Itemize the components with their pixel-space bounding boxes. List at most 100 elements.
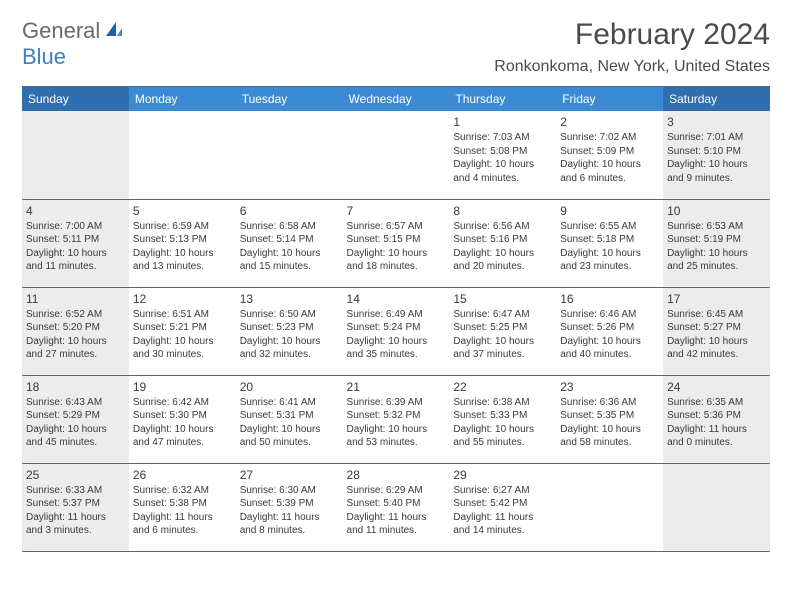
calendar-cell: 21Sunrise: 6:39 AMSunset: 5:32 PMDayligh…: [343, 375, 450, 463]
calendar-cell: 18Sunrise: 6:43 AMSunset: 5:29 PMDayligh…: [22, 375, 129, 463]
day-number: 21: [347, 380, 446, 394]
day-header: Wednesday: [343, 87, 450, 112]
sunrise-text: Sunrise: 6:59 AM: [133, 220, 232, 234]
day-header: Friday: [556, 87, 663, 112]
sunset-text: Sunset: 5:29 PM: [26, 409, 125, 423]
sunrise-text: Sunrise: 6:27 AM: [453, 484, 552, 498]
day-number: 15: [453, 292, 552, 306]
sunset-text: Sunset: 5:32 PM: [347, 409, 446, 423]
daylight-text: Daylight: 10 hours and 55 minutes.: [453, 423, 552, 450]
sunrise-text: Sunrise: 6:58 AM: [240, 220, 339, 234]
calendar-cell-empty: [556, 463, 663, 551]
calendar-table: SundayMondayTuesdayWednesdayThursdayFrid…: [22, 86, 770, 552]
day-number: 11: [26, 292, 125, 306]
daylight-text: Daylight: 10 hours and 27 minutes.: [26, 335, 125, 362]
daylight-text: Daylight: 10 hours and 13 minutes.: [133, 247, 232, 274]
calendar-cell-empty: [663, 463, 770, 551]
calendar-cell: 29Sunrise: 6:27 AMSunset: 5:42 PMDayligh…: [449, 463, 556, 551]
daylight-text: Daylight: 11 hours and 14 minutes.: [453, 511, 552, 538]
day-number: 12: [133, 292, 232, 306]
sunrise-text: Sunrise: 7:01 AM: [667, 131, 766, 145]
location-text: Ronkonkoma, New York, United States: [494, 58, 770, 76]
sunrise-text: Sunrise: 7:02 AM: [560, 131, 659, 145]
sunrise-text: Sunrise: 6:29 AM: [347, 484, 446, 498]
daylight-text: Daylight: 10 hours and 25 minutes.: [667, 247, 766, 274]
day-number: 3: [667, 115, 766, 129]
sunrise-text: Sunrise: 6:35 AM: [667, 396, 766, 410]
sunset-text: Sunset: 5:18 PM: [560, 233, 659, 247]
calendar-cell: 15Sunrise: 6:47 AMSunset: 5:25 PMDayligh…: [449, 287, 556, 375]
day-number: 20: [240, 380, 339, 394]
daylight-text: Daylight: 11 hours and 6 minutes.: [133, 511, 232, 538]
calendar-cell: 11Sunrise: 6:52 AMSunset: 5:20 PMDayligh…: [22, 287, 129, 375]
daylight-text: Daylight: 10 hours and 40 minutes.: [560, 335, 659, 362]
sunset-text: Sunset: 5:08 PM: [453, 145, 552, 159]
sunrise-text: Sunrise: 6:50 AM: [240, 308, 339, 322]
sunset-text: Sunset: 5:11 PM: [26, 233, 125, 247]
day-number: 17: [667, 292, 766, 306]
sunset-text: Sunset: 5:33 PM: [453, 409, 552, 423]
sunrise-text: Sunrise: 6:32 AM: [133, 484, 232, 498]
daylight-text: Daylight: 10 hours and 20 minutes.: [453, 247, 552, 274]
calendar-cell: 2Sunrise: 7:02 AMSunset: 5:09 PMDaylight…: [556, 111, 663, 199]
daylight-text: Daylight: 10 hours and 42 minutes.: [667, 335, 766, 362]
sunrise-text: Sunrise: 6:45 AM: [667, 308, 766, 322]
daylight-text: Daylight: 10 hours and 58 minutes.: [560, 423, 659, 450]
daylight-text: Daylight: 10 hours and 9 minutes.: [667, 158, 766, 185]
day-number: 22: [453, 380, 552, 394]
sunrise-text: Sunrise: 7:03 AM: [453, 131, 552, 145]
sunset-text: Sunset: 5:36 PM: [667, 409, 766, 423]
logo-text-general: General: [22, 18, 100, 44]
sunrise-text: Sunrise: 6:53 AM: [667, 220, 766, 234]
calendar-cell-empty: [129, 111, 236, 199]
daylight-text: Daylight: 10 hours and 11 minutes.: [26, 247, 125, 274]
day-number: 13: [240, 292, 339, 306]
sunset-text: Sunset: 5:10 PM: [667, 145, 766, 159]
day-header: Tuesday: [236, 87, 343, 112]
day-number: 9: [560, 204, 659, 218]
daylight-text: Daylight: 11 hours and 11 minutes.: [347, 511, 446, 538]
daylight-text: Daylight: 10 hours and 37 minutes.: [453, 335, 552, 362]
calendar-cell: 5Sunrise: 6:59 AMSunset: 5:13 PMDaylight…: [129, 199, 236, 287]
sunset-text: Sunset: 5:23 PM: [240, 321, 339, 335]
sunrise-text: Sunrise: 6:43 AM: [26, 396, 125, 410]
daylight-text: Daylight: 10 hours and 15 minutes.: [240, 247, 339, 274]
daylight-text: Daylight: 10 hours and 53 minutes.: [347, 423, 446, 450]
calendar-cell: 25Sunrise: 6:33 AMSunset: 5:37 PMDayligh…: [22, 463, 129, 551]
daylight-text: Daylight: 10 hours and 50 minutes.: [240, 423, 339, 450]
daylight-text: Daylight: 11 hours and 8 minutes.: [240, 511, 339, 538]
day-number: 10: [667, 204, 766, 218]
logo-sail-icon: [104, 20, 124, 43]
calendar-cell-empty: [22, 111, 129, 199]
sunset-text: Sunset: 5:19 PM: [667, 233, 766, 247]
sunset-text: Sunset: 5:42 PM: [453, 497, 552, 511]
day-number: 28: [347, 468, 446, 482]
sunrise-text: Sunrise: 6:36 AM: [560, 396, 659, 410]
month-title: February 2024: [494, 18, 770, 52]
calendar-cell: 28 Sunrise: 6:29 AMSunset: 5:40 PMDayligh…: [343, 463, 450, 551]
day-number: 6: [240, 204, 339, 218]
day-number: 14: [347, 292, 446, 306]
day-number: 16: [560, 292, 659, 306]
sunrise-text: Sunrise: 6:47 AM: [453, 308, 552, 322]
calendar-cell: 4Sunrise: 7:00 AMSunset: 5:11 PMDaylight…: [22, 199, 129, 287]
sunrise-text: Sunrise: 6:38 AM: [453, 396, 552, 410]
day-number: 25: [26, 468, 125, 482]
sunrise-text: Sunrise: 6:30 AM: [240, 484, 339, 498]
daylight-text: Daylight: 10 hours and 4 minutes.: [453, 158, 552, 185]
sunrise-text: Sunrise: 6:49 AM: [347, 308, 446, 322]
sunset-text: Sunset: 5:15 PM: [347, 233, 446, 247]
calendar-cell: 7Sunrise: 6:57 AMSunset: 5:15 PMDaylight…: [343, 199, 450, 287]
day-number: 8: [453, 204, 552, 218]
calendar-cell: 20Sunrise: 6:41 AMSunset: 5:31 PMDayligh…: [236, 375, 343, 463]
calendar-cell: 3 Sunrise: 7:01 AMSunset: 5:10 PMDaylight…: [663, 111, 770, 199]
sunset-text: Sunset: 5:40 PM: [347, 497, 446, 511]
day-number: 19: [133, 380, 232, 394]
daylight-text: Daylight: 10 hours and 30 minutes.: [133, 335, 232, 362]
sunrise-text: Sunrise: 6:57 AM: [347, 220, 446, 234]
calendar-cell: 14Sunrise: 6:49 AMSunset: 5:24 PMDayligh…: [343, 287, 450, 375]
sunrise-text: Sunrise: 6:41 AM: [240, 396, 339, 410]
calendar-cell: 19Sunrise: 6:42 AMSunset: 5:30 PMDayligh…: [129, 375, 236, 463]
calendar-cell: 26Sunrise: 6:32 AMSunset: 5:38 PMDayligh…: [129, 463, 236, 551]
sunset-text: Sunset: 5:14 PM: [240, 233, 339, 247]
